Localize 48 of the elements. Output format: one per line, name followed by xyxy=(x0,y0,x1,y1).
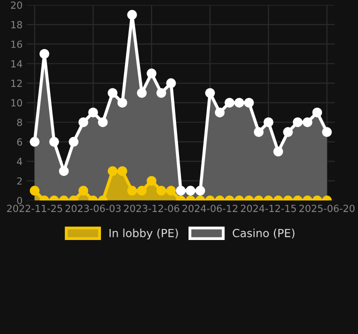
point xyxy=(312,108,322,118)
y-tick-label: 10 xyxy=(11,99,22,107)
point xyxy=(146,68,156,78)
x-tick-label: 2024-06-12 xyxy=(182,204,238,212)
point xyxy=(244,98,254,108)
point xyxy=(59,166,69,176)
y-tick-label: 6 xyxy=(17,138,22,146)
point xyxy=(205,88,215,98)
point xyxy=(224,98,234,108)
point xyxy=(108,88,118,98)
x-tick-label: 2024-12-15 xyxy=(240,204,296,212)
point xyxy=(322,127,332,137)
point xyxy=(273,146,284,156)
y-tick-label: 14 xyxy=(11,60,22,68)
point xyxy=(234,98,244,108)
point xyxy=(40,48,50,59)
point xyxy=(283,127,293,137)
y-tick-label: 18 xyxy=(11,21,22,28)
point xyxy=(254,127,264,137)
point xyxy=(78,117,88,128)
y-tick-label: 8 xyxy=(17,118,22,126)
point xyxy=(117,166,128,176)
x-tick-label: 2025-06-20 xyxy=(299,204,355,212)
y-tick-label: 0 xyxy=(17,196,22,204)
point xyxy=(49,136,59,147)
point xyxy=(156,88,166,98)
point xyxy=(108,166,118,176)
y-tick-label: 4 xyxy=(16,158,22,166)
y-tick-label: 12 xyxy=(11,80,22,87)
point xyxy=(292,117,303,128)
point xyxy=(117,98,128,108)
point xyxy=(264,117,274,128)
point xyxy=(302,117,312,128)
legend-label: In lobby (PE) xyxy=(110,228,178,240)
point xyxy=(214,108,225,118)
point xyxy=(136,88,147,98)
y-tick-label: 2 xyxy=(17,177,22,185)
x-tick-label: 2023-06-03 xyxy=(66,204,121,212)
x-tick-label: 2022-11-25 xyxy=(7,204,62,212)
point xyxy=(98,117,108,128)
point xyxy=(166,78,176,88)
point xyxy=(88,108,98,118)
y-tick-label: 20 xyxy=(11,1,22,9)
x-tick-label: 2023-12-06 xyxy=(124,204,180,212)
y-tick-label: 16 xyxy=(11,40,22,48)
point xyxy=(68,136,78,147)
point xyxy=(30,136,40,147)
legend-label: Casino (PE) xyxy=(232,228,294,239)
